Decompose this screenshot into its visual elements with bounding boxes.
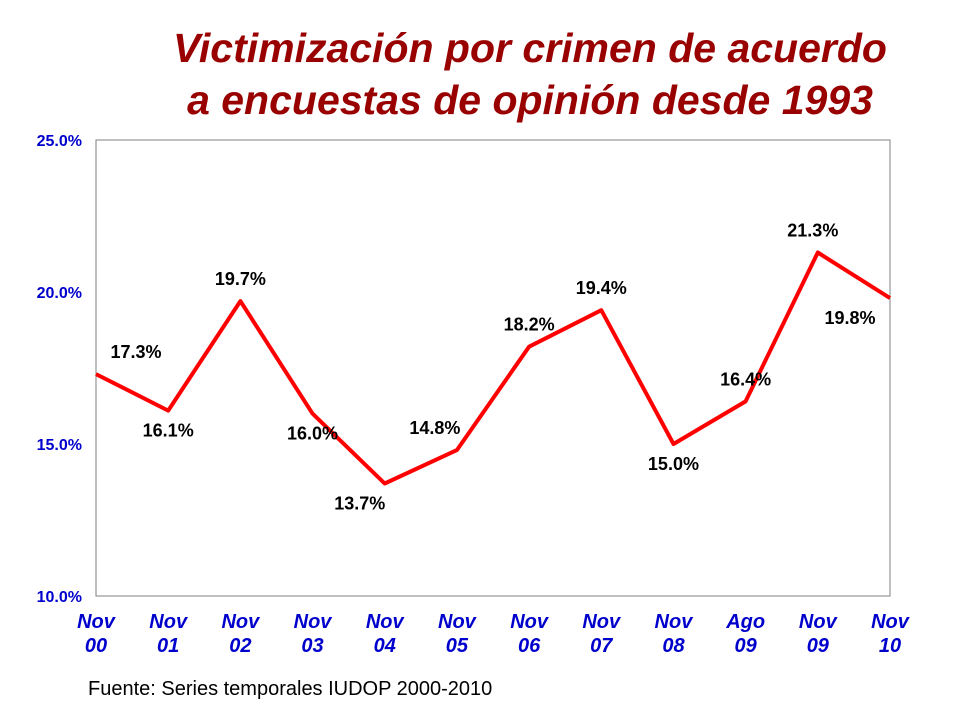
x-tick-label: Nov 10 — [871, 611, 911, 657]
y-tick-label: 10.0% — [37, 589, 82, 606]
data-label: 18.2% — [504, 315, 555, 335]
plot-area — [95, 139, 891, 597]
data-label: 14.8% — [409, 418, 460, 438]
data-label: 16.0% — [287, 424, 338, 444]
y-tick-label: 15.0% — [37, 437, 82, 454]
source-note: Fuente: Series temporales IUDOP 2000-201… — [88, 678, 493, 700]
series-line — [95, 250, 892, 486]
x-tick-label: Nov 00 — [77, 611, 117, 657]
chart-title-line-1: Victimización por crimen de acuerdo — [173, 25, 887, 71]
x-tick-label: Nov 07 — [582, 611, 622, 657]
data-label: 19.8% — [824, 308, 875, 328]
data-label: 16.1% — [143, 421, 194, 441]
data-label: 19.7% — [215, 269, 266, 289]
x-tick-label: Nov 05 — [438, 611, 478, 657]
y-axis: 25.0% 20.0% 15.0% 10.0% — [37, 133, 82, 606]
series-victimizacion — [95, 250, 892, 486]
data-label: 19.4% — [576, 278, 627, 298]
chart-title-line-2: a encuestas de opinión desde 1993 — [187, 77, 873, 123]
data-label: 17.3% — [110, 342, 161, 362]
x-tick-label: Nov 01 — [149, 611, 189, 657]
x-tick-label: Nov 06 — [510, 611, 550, 657]
x-tick-label: Nov 08 — [655, 611, 695, 657]
data-label: 21.3% — [787, 220, 838, 240]
x-tick-label: Nov 03 — [294, 611, 334, 657]
y-tick-label: 25.0% — [37, 133, 82, 150]
data-label: 16.4% — [720, 369, 771, 389]
chart-title: Victimización por crimen de acuerdo a en… — [60, 22, 960, 126]
x-tick-label: Nov 09 — [799, 611, 839, 657]
data-labels: 17.3% 16.1% 19.7% 16.0% 13.7% 14.8% 18.2% 19.4%… — [110, 220, 875, 513]
x-axis: Nov 00 Nov 01 Nov 02 Nov 03 Nov 04 Nov 05 Nov 06 Nov 07… — [77, 611, 911, 657]
x-tick-label: Nov 04 — [366, 611, 406, 657]
x-tick-label: Ago 09 — [725, 611, 765, 657]
x-tick-label: Nov 02 — [221, 611, 261, 657]
data-label: 15.0% — [648, 454, 699, 474]
data-label: 13.7% — [334, 494, 385, 514]
y-tick-label: 20.0% — [37, 285, 82, 302]
